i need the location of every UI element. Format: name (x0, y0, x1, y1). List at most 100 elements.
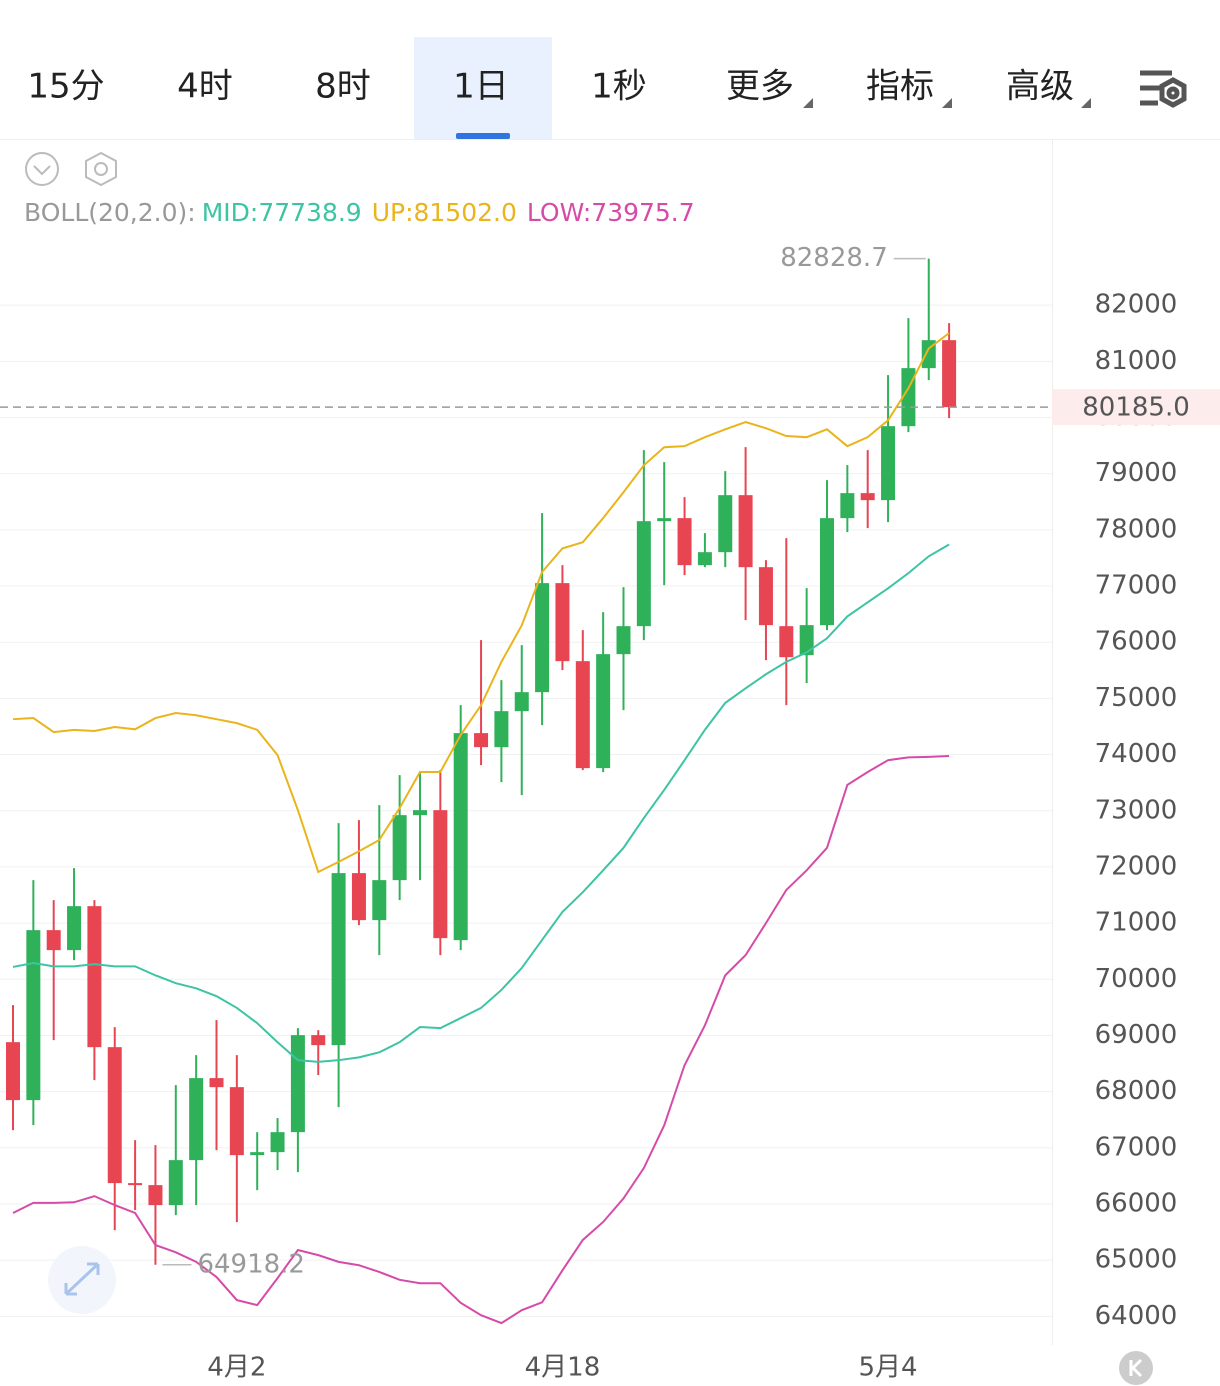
candle-body (270, 1132, 285, 1153)
candle-body (433, 810, 448, 939)
candle-body (697, 552, 712, 566)
y-tick-label: 69000 (1095, 1020, 1178, 1050)
candle-body (677, 518, 692, 566)
y-tick-label: 64000 (1095, 1301, 1178, 1331)
collapse-chevron (33, 165, 51, 176)
candle-body (921, 340, 936, 369)
candle-body (942, 340, 957, 408)
candle-body (474, 733, 489, 748)
candle-body (738, 495, 753, 568)
x-tick-label: 5月4 (859, 1353, 918, 1383)
y-tick-label: 71000 (1095, 908, 1178, 938)
candle-body (290, 1035, 305, 1133)
indicator-settings-icon[interactable] (85, 151, 117, 187)
y-tick-label: 68000 (1095, 1076, 1178, 1106)
candle-body (840, 493, 855, 519)
candle-body (372, 880, 387, 921)
indicator-line (12, 754, 950, 1325)
dropdown-arrow (803, 98, 813, 108)
x-tick-label: 4月18 (525, 1353, 601, 1383)
plot-area: 64000 65000 66000 67000 68000 69000 70000 71000… (0, 243, 1220, 1383)
selected-tab-indicator (456, 133, 510, 139)
candle-body (209, 1078, 224, 1088)
candle-body (555, 583, 570, 662)
candle-body (148, 1185, 163, 1206)
candle-body (331, 873, 346, 1046)
indicator-line (12, 332, 950, 874)
y-tick-label: 66000 (1095, 1188, 1178, 1218)
y-tick-label: 75000 (1095, 683, 1178, 713)
overlay-label: LOW:73975.7 (527, 198, 695, 227)
low-label: 64918.2 (197, 1249, 305, 1279)
dropdown-arrow (1081, 98, 1091, 108)
candle-body (250, 1152, 265, 1156)
candle-body (26, 930, 41, 1101)
candle-body (67, 906, 82, 951)
tab[interactable]: 1日 (453, 67, 509, 107)
selected-tab-bg (414, 37, 552, 139)
candle-body (6, 1042, 20, 1101)
tab[interactable]: 更多 (726, 67, 794, 107)
y-tick-label: 72000 (1095, 851, 1178, 881)
indicator-label: BOLL(20,2.0): (24, 198, 196, 227)
overlay-label: UP:81502.0 (372, 198, 517, 227)
candle-body (87, 906, 102, 1048)
y-tick-label: 81000 (1095, 346, 1178, 376)
y-tick-label: 78000 (1095, 514, 1178, 544)
candle-body (453, 733, 468, 941)
y-tick-label: 82000 (1095, 290, 1178, 320)
candle-body (351, 873, 366, 921)
y-tick-label: 65000 (1095, 1245, 1178, 1275)
candle-body (46, 930, 61, 951)
candle-body (107, 1047, 122, 1184)
tab[interactable]: 高级 (1006, 67, 1074, 107)
candle-body (616, 626, 631, 655)
candle-body (514, 692, 529, 712)
tab[interactable]: 8时 (315, 67, 371, 107)
candle-body (860, 493, 875, 501)
y-tick-label: 77000 (1095, 571, 1178, 601)
settings-icon[interactable] (1140, 70, 1187, 108)
collapse-icon[interactable] (25, 152, 59, 186)
tab[interactable]: 15分 (27, 67, 104, 107)
tab-bar: 15分 4时 8时 1日 1秒 更多 指标 高级 (27, 67, 1074, 107)
candle-body (799, 625, 814, 656)
candle-body (718, 495, 733, 553)
tab[interactable]: 指标 (866, 67, 934, 107)
tab[interactable]: 4时 (177, 67, 233, 107)
x-tick-label: 4月2 (207, 1353, 266, 1383)
y-tick-label: 79000 (1095, 458, 1178, 488)
indicator-line (12, 543, 950, 1063)
candle-body (413, 810, 427, 816)
candle-body (820, 518, 834, 626)
candle-body (657, 518, 672, 522)
scroll-latest-icon (1129, 1358, 1143, 1378)
y-tick-label: 67000 (1095, 1132, 1178, 1162)
scroll-latest-button[interactable] (1119, 1351, 1153, 1385)
dropdown-arrow (942, 98, 952, 108)
candle-body (881, 426, 896, 501)
y-tick-label: 73000 (1095, 795, 1178, 825)
overlay-label: MID:77738.9 (202, 198, 362, 227)
tab[interactable]: 1秒 (591, 67, 647, 107)
candle-body (128, 1183, 143, 1186)
y-tick-label: 70000 (1095, 964, 1178, 994)
candle-body (596, 654, 611, 769)
last-price-tag (1052, 389, 1220, 426)
candle-body (779, 626, 794, 658)
y-tick-label: 74000 (1095, 739, 1178, 769)
y-tick-label: 76000 (1095, 627, 1178, 657)
candle-body (494, 711, 509, 748)
indicator-legend: BOLL(20,2.0): MID:77738.9 UP:81502.0 LOW:73… (24, 198, 695, 227)
candle-body (575, 661, 590, 769)
indicator-settings-dot (94, 162, 108, 176)
fullscreen-icon (64, 1262, 100, 1296)
candle-body (636, 521, 651, 627)
candle-body (535, 583, 550, 693)
candle-body (168, 1160, 183, 1206)
candle-body (758, 567, 773, 626)
candle-body (229, 1087, 244, 1156)
candle-body (392, 815, 407, 881)
high-label: 82828.7 (780, 243, 888, 273)
